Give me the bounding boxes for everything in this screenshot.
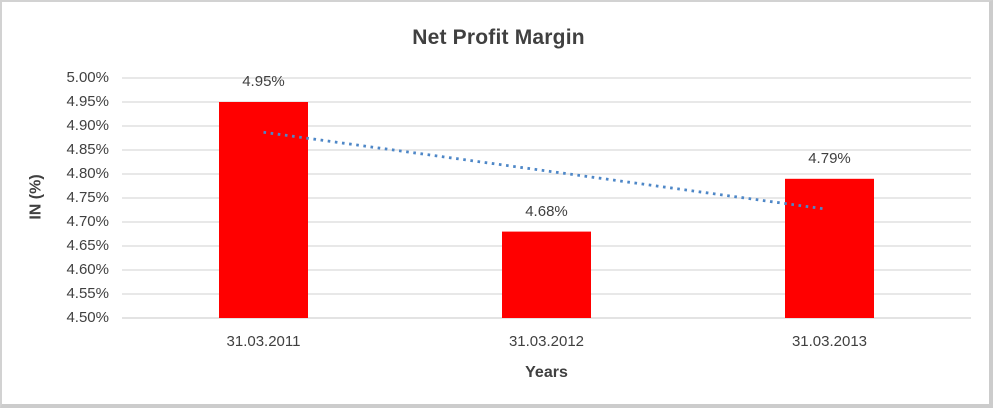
bar-31.03.2011 — [219, 102, 308, 318]
trendline — [263, 130, 826, 211]
y-tick-label: 4.65% — [66, 237, 109, 254]
bar-value-label: 4.68% — [525, 202, 568, 220]
y-tick-label: 4.60% — [66, 261, 109, 278]
y-tick-label: 4.80% — [66, 165, 109, 182]
x-tick-label: 31.03.2011 — [226, 333, 301, 350]
chart-title: Net Profit Margin — [412, 26, 585, 49]
x-axis-title: Years — [525, 364, 568, 381]
y-tick-label: 4.50% — [66, 309, 109, 326]
y-tick-label: 4.75% — [66, 189, 109, 206]
y-tick-label: 4.55% — [66, 285, 109, 302]
x-tick-label: 31.03.2012 — [508, 333, 585, 350]
x-tick-label: 31.03.2013 — [791, 333, 868, 350]
y-tick-label: 4.90% — [66, 117, 109, 134]
y-tick-label: 4.95% — [66, 93, 109, 110]
y-axis-title: IN (%) — [27, 174, 45, 220]
y-tick-label: 4.70% — [66, 213, 109, 230]
y-tick-label: 4.85% — [66, 141, 109, 158]
bar-31.03.2012 — [502, 231, 591, 318]
y-tick-label: 5.00% — [66, 69, 109, 86]
bar-31.03.2013 — [785, 178, 874, 318]
bar-value-label: 4.79% — [808, 149, 851, 167]
bar-value-label: 4.95% — [242, 73, 285, 90]
